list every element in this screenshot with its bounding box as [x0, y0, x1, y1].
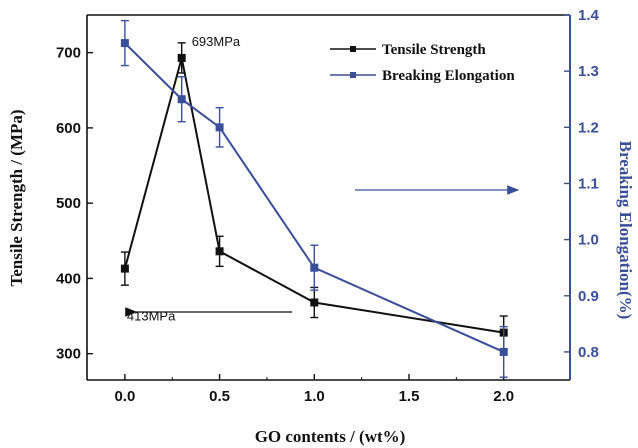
y-left-tick-label: 500: [56, 195, 81, 212]
data-point: [177, 53, 186, 62]
y-right-tick-label: 1.4: [578, 7, 600, 24]
y-right-tick-label: 0.8: [578, 344, 599, 361]
data-point: [120, 264, 129, 273]
y-left-axis-title: Tensile Strength / (MPa): [7, 109, 26, 286]
y-left-tick-label: 700: [56, 45, 81, 62]
legend-label-elongation: Breaking Elongation: [382, 68, 515, 84]
x-tick-label: 0.5: [209, 388, 230, 405]
y-left-tick-label: 400: [56, 270, 81, 287]
legend-marker-tensile: [350, 46, 356, 52]
data-point: [215, 123, 224, 132]
legend: Tensile Strength Breaking Elongation: [330, 42, 515, 84]
legend-label-tensile: Tensile Strength: [382, 42, 486, 58]
annotation-max-strength: 693MPa: [192, 34, 241, 49]
y-right-tick-label: 1.0: [578, 232, 599, 249]
y-right-tick-label: 1.1: [578, 175, 599, 192]
data-point: [310, 298, 319, 307]
x-tick-label: 2.0: [493, 388, 514, 405]
legend-marker-elongation: [350, 72, 356, 78]
series-layer: [120, 19, 508, 378]
y-right-tick-label: 1.3: [578, 63, 599, 80]
y-left-tick-label: 300: [56, 346, 81, 363]
x-tick-label: 0.0: [114, 388, 135, 405]
y-right-ticks: 0.8 0.9 1.0 1.1 1.2 1.3 1.4: [564, 7, 600, 361]
data-point: [177, 95, 186, 104]
y-right-tick-label: 1.2: [578, 119, 599, 136]
x-tick-label: 1.5: [399, 388, 420, 405]
y-right-tick-label: 0.9: [578, 288, 599, 305]
annotation-min-strength: 413MPa: [127, 309, 176, 324]
data-point: [120, 39, 129, 48]
data-point: [215, 247, 224, 256]
y-right-axis-title: Breaking Elongation(%): [616, 141, 635, 320]
x-axis-title: GO contents / (wt%): [255, 427, 406, 446]
y-left-tick-label: 600: [56, 120, 81, 137]
x-ticks: 0.0 0.5 1.0 1.5 2.0: [114, 374, 514, 405]
data-point: [310, 263, 319, 272]
x-tick-label: 1.0: [304, 388, 325, 405]
data-point: [499, 347, 508, 356]
y-left-ticks: 300 400 500 600 700: [56, 45, 93, 363]
